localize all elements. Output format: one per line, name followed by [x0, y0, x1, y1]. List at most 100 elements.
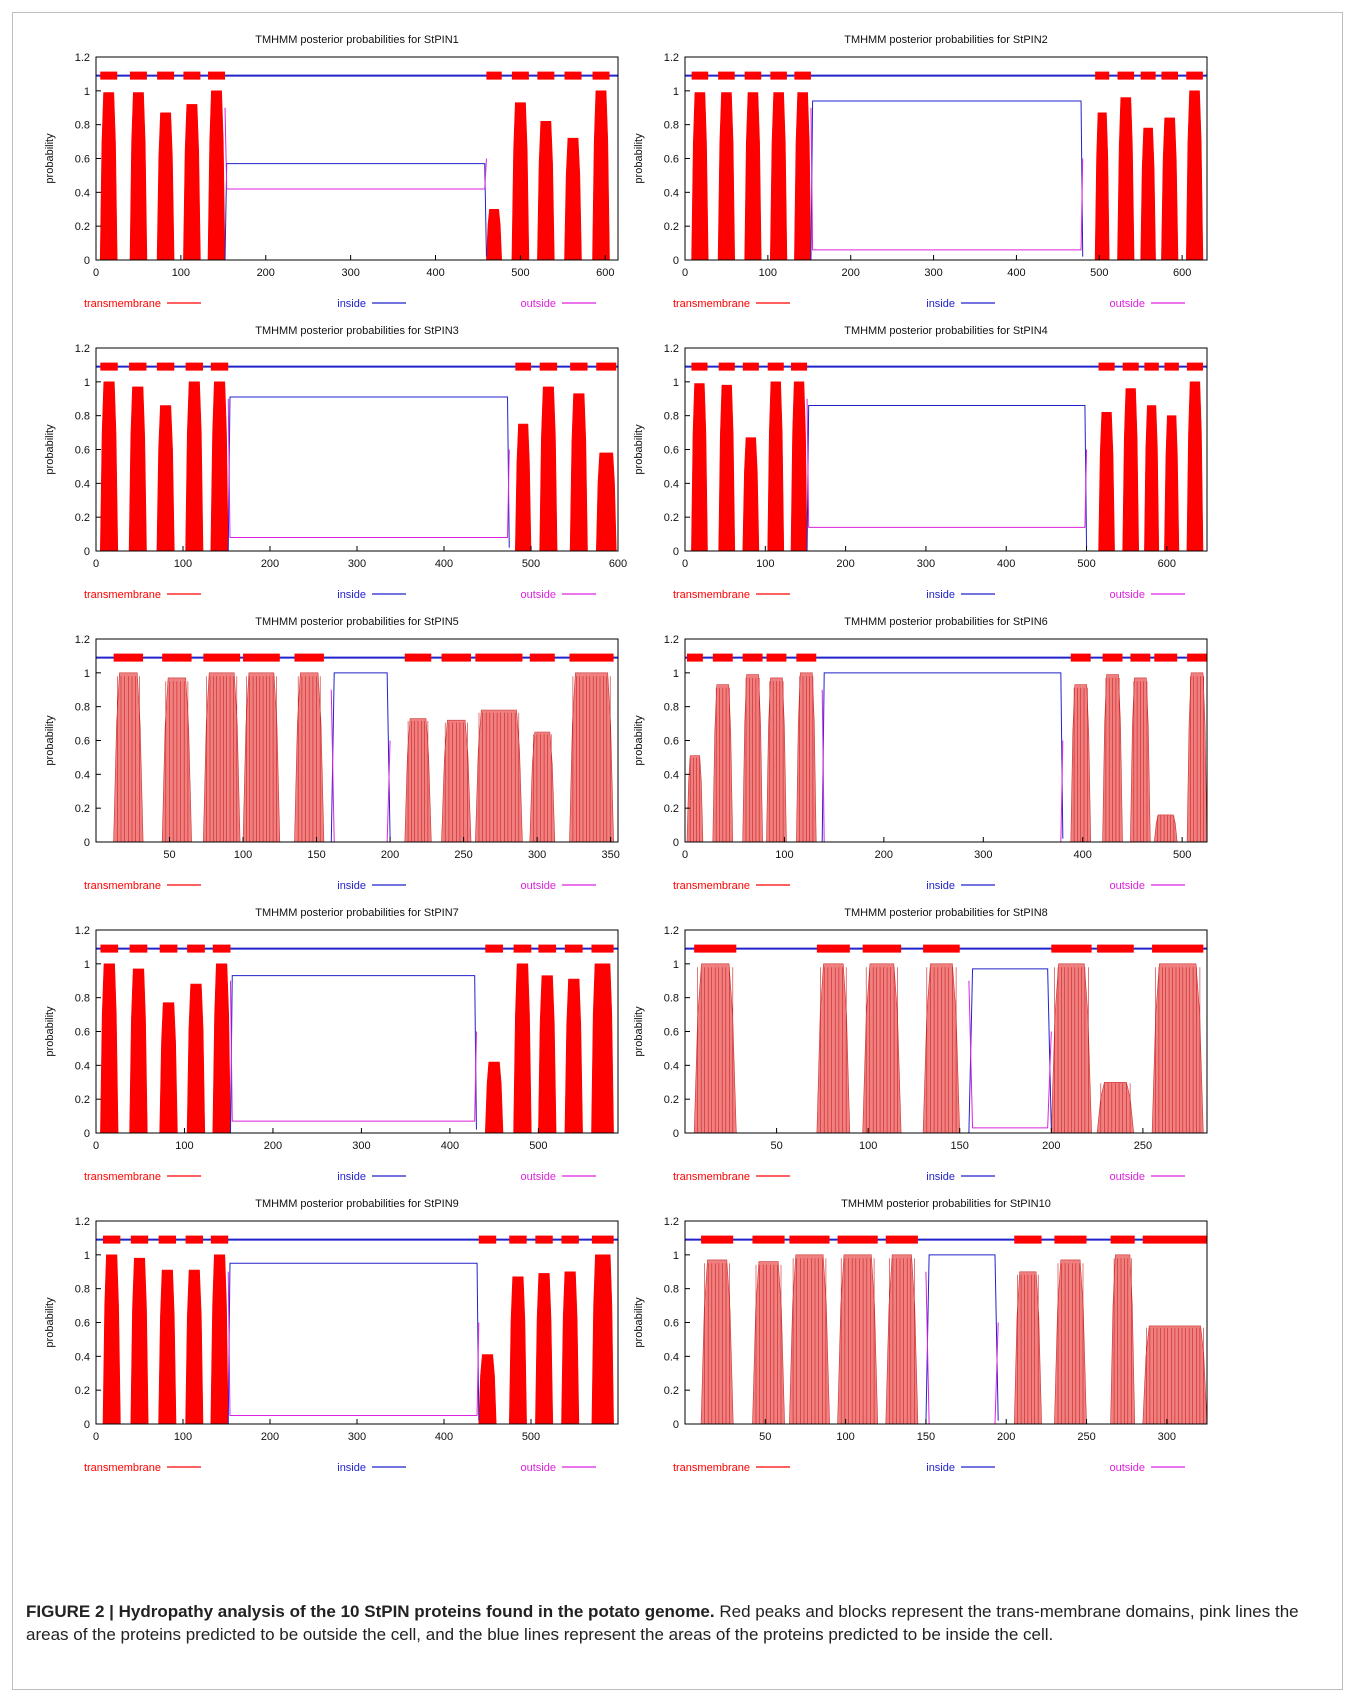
topology-block-1	[694, 944, 737, 953]
x-tick-label: 200	[257, 267, 275, 279]
tm-peak-8	[475, 709, 523, 842]
y-tick-label: 0	[673, 837, 679, 849]
topology-block-8	[1144, 362, 1159, 371]
chart-panel-1: TMHMM posterior probabilities for StPIN1…	[44, 34, 619, 310]
y-tick-label: 0.6	[75, 1027, 90, 1039]
topology-block-7	[1122, 362, 1139, 371]
topology-block-5	[1051, 944, 1092, 953]
tm-peak-2	[752, 1261, 785, 1424]
x-tick-label: 300	[341, 267, 359, 279]
legend-label-transmembrane: transmembrane	[84, 298, 161, 310]
tm-peak-5	[790, 381, 808, 551]
y-tick-label: 1	[673, 668, 679, 680]
y-tick-label: 0.2	[664, 512, 679, 524]
y-tick-label: 0	[673, 546, 679, 558]
tm-hatch-3	[206, 676, 238, 842]
tm-hatch-2	[820, 967, 847, 1133]
y-tick-label: 0.4	[75, 187, 90, 199]
inside-line	[330, 672, 391, 842]
topology-block-5	[885, 1235, 918, 1244]
x-tick-label: 400	[435, 558, 453, 570]
legend-label-transmembrane: transmembrane	[84, 880, 161, 892]
x-tick-label: 50	[163, 849, 175, 861]
tm-peak-3	[159, 1002, 178, 1133]
topology-block-4	[766, 653, 787, 662]
legend-label-outside: outside	[1110, 880, 1145, 892]
topology-block-1	[113, 653, 144, 662]
topology-block-9	[1142, 1235, 1207, 1244]
x-tick-label: 0	[93, 1140, 99, 1152]
x-tick-label: 400	[997, 558, 1015, 570]
tm-peak-4	[769, 92, 788, 260]
topology-block-2	[129, 362, 147, 371]
topology-block-3	[862, 944, 902, 953]
plot-area	[96, 944, 618, 1133]
tm-hatch-8	[1133, 681, 1148, 842]
x-tick-label: 0	[682, 849, 688, 861]
legend-label-transmembrane: transmembrane	[84, 1462, 161, 1474]
tm-hatch-9	[1146, 1327, 1204, 1424]
y-tick-label: 0.8	[75, 120, 90, 132]
outside-line	[821, 689, 1064, 842]
tm-peak-4	[242, 672, 281, 842]
topology-block-7	[509, 1235, 527, 1244]
tm-peak-4	[185, 381, 204, 551]
inside-line	[227, 396, 510, 551]
topology-block-6	[1070, 653, 1091, 662]
tm-peak-7	[513, 963, 532, 1133]
tm-peak-8	[538, 975, 557, 1133]
plot-area	[685, 362, 1207, 551]
topology-block-9	[1161, 71, 1178, 80]
y-tick-label: 0.4	[664, 478, 679, 490]
topology-block-9	[529, 653, 555, 662]
topology-block-7	[1054, 1235, 1087, 1244]
topology-block-8	[570, 362, 588, 371]
y-tick-label: 1	[84, 86, 90, 98]
plot-area	[685, 944, 1207, 1133]
x-tick-label: 300	[974, 849, 992, 861]
legend-label-transmembrane: transmembrane	[673, 1462, 750, 1474]
x-tick-label: 100	[175, 1140, 193, 1152]
x-tick-label: 100	[775, 849, 793, 861]
topology-block-5	[796, 653, 817, 662]
topology-block-1	[701, 1235, 734, 1244]
y-tick-label: 1.2	[75, 925, 90, 937]
figure-frame	[12, 12, 1343, 1690]
topology-block-5	[791, 362, 808, 371]
legend-label-outside: outside	[521, 1462, 556, 1474]
y-axis-label: probability	[633, 1006, 645, 1057]
plot-area	[96, 71, 618, 260]
tm-peak-6	[486, 209, 503, 260]
topology-block-8	[538, 944, 557, 953]
tm-peak-7	[508, 1276, 527, 1424]
tm-hatch-5	[297, 676, 321, 842]
x-tick-label: 200	[997, 1431, 1015, 1443]
x-tick-label: 300	[352, 1140, 370, 1152]
y-axis-label: probability	[44, 133, 56, 184]
tm-hatch-3	[865, 967, 898, 1133]
y-tick-label: 1	[84, 1250, 90, 1262]
topology-block-10	[591, 944, 614, 953]
tm-peak-3	[156, 112, 175, 260]
outside-line	[330, 689, 391, 842]
tm-peak-8	[535, 1273, 554, 1424]
figure-caption: FIGURE 2 | Hydropathy analysis of the 10…	[26, 1600, 1326, 1646]
topology-block-6	[404, 653, 432, 662]
tm-peak-5	[210, 1254, 229, 1424]
x-tick-label: 350	[601, 849, 619, 861]
x-tick-label: 500	[522, 558, 540, 570]
tm-hatch-7	[1105, 677, 1120, 842]
tm-hatch-3	[792, 1258, 827, 1424]
y-tick-label: 1.2	[75, 634, 90, 646]
tm-peak-7	[1054, 1259, 1087, 1424]
topology-block-6	[478, 1235, 497, 1244]
tm-hatch-7	[444, 722, 468, 842]
y-tick-label: 0	[673, 1128, 679, 1140]
topology-block-3	[158, 1235, 177, 1244]
legend-label-transmembrane: transmembrane	[84, 589, 161, 601]
tm-peak-3	[202, 672, 241, 842]
tm-peak-2	[129, 968, 148, 1133]
topology-block-6	[486, 71, 502, 80]
topology-block-3	[157, 71, 175, 80]
tm-peak-10	[592, 90, 610, 260]
